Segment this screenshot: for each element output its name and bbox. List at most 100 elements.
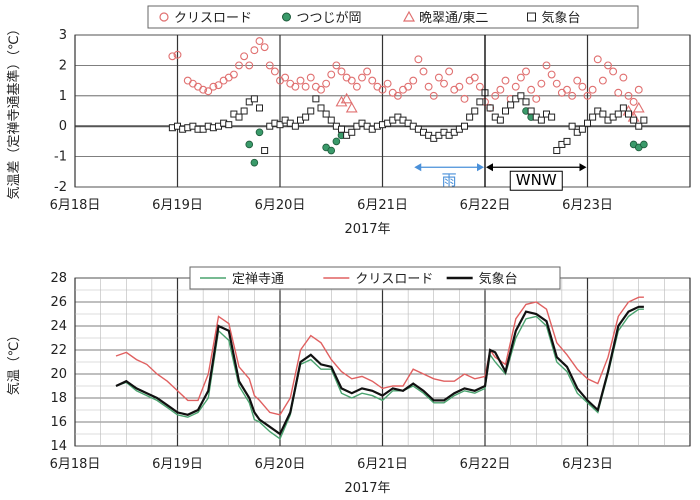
data-point — [634, 85, 643, 94]
y-tick-label: 18 — [50, 391, 67, 406]
data-point — [338, 125, 345, 133]
data-point — [563, 137, 571, 145]
data-point — [337, 67, 346, 76]
legend-swatch — [159, 12, 169, 22]
data-point — [322, 110, 330, 118]
data-point — [265, 61, 274, 70]
data-point — [173, 50, 182, 59]
x-tick-label: 6月22日 — [460, 198, 511, 213]
data-point — [199, 85, 208, 94]
data-point — [630, 116, 638, 124]
data-point — [332, 61, 341, 70]
y-tick-label: 26 — [50, 295, 67, 310]
data-point — [352, 82, 361, 91]
data-point — [335, 95, 348, 107]
data-point — [383, 79, 392, 88]
series-2 — [245, 107, 648, 167]
data-point — [235, 61, 243, 70]
annotation-arrow-right — [579, 163, 587, 172]
data-point — [261, 147, 269, 155]
data-point — [327, 146, 336, 155]
legend: クリスロード つつじが岡 晩翠通/東二 気象台 — [147, 5, 639, 29]
series-3 — [115, 305, 644, 436]
data-point — [317, 85, 325, 94]
data-point — [255, 37, 264, 46]
data-point — [345, 101, 358, 113]
x-tick-label: 6月18日 — [50, 198, 101, 213]
data-point — [552, 79, 561, 88]
data-point — [296, 76, 305, 85]
legend-label: 気象台 — [542, 10, 581, 26]
y-axis-title: 気温差（定禅寺通基準）（℃） — [6, 22, 22, 199]
data-point — [517, 92, 525, 100]
data-point — [548, 113, 556, 121]
data-point — [625, 110, 632, 118]
data-point — [414, 55, 423, 64]
data-point — [240, 52, 249, 61]
series-2 — [115, 296, 644, 416]
series-3 — [335, 92, 645, 122]
data-point — [270, 67, 279, 76]
data-point — [340, 92, 353, 104]
data-point — [229, 70, 238, 79]
data-point — [424, 82, 433, 91]
data-point — [409, 76, 418, 85]
y-tick-label: 20 — [50, 367, 67, 382]
y-tick-label: 24 — [50, 319, 67, 334]
series-line — [115, 308, 644, 440]
data-point — [532, 94, 541, 103]
data-point — [393, 91, 402, 100]
data-point — [348, 128, 356, 136]
data-point — [168, 52, 177, 61]
data-point — [632, 101, 645, 113]
y-tick-label: 2 — [59, 58, 67, 73]
chart-panel-2: 14 16 18 20 22 24 26 28 6月18日 6月19日 6月20日 6月21日 6月22… — [6, 266, 691, 496]
data-point — [322, 79, 331, 88]
data-point — [553, 147, 561, 155]
data-point — [240, 107, 248, 115]
data-point — [522, 67, 530, 76]
y-tick-label: 16 — [50, 415, 67, 430]
x-tick-label: 6月23日 — [562, 457, 613, 472]
data-point — [516, 73, 525, 82]
x-tick-label: 6月21日 — [357, 457, 408, 472]
data-point — [547, 70, 556, 79]
data-point — [491, 91, 500, 100]
data-point — [291, 82, 300, 91]
data-point — [604, 61, 612, 70]
data-point — [501, 76, 510, 85]
annotation-arrow-left — [414, 163, 422, 172]
y-tick-label: 3 — [59, 28, 67, 43]
data-point — [327, 70, 336, 79]
x-tick-label: 6月22日 — [460, 457, 511, 472]
data-point — [470, 73, 479, 82]
data-point — [332, 137, 341, 146]
legend-label: つつじが岡 — [297, 11, 362, 26]
data-point — [445, 67, 454, 76]
y-tick-label: 1 — [59, 89, 67, 104]
data-point — [317, 104, 325, 112]
data-point — [563, 85, 571, 94]
data-point — [245, 61, 254, 70]
legend-label: 気象台 — [479, 271, 518, 287]
data-point — [614, 110, 622, 118]
data-point — [276, 121, 284, 129]
y-tick-label: 22 — [50, 343, 67, 358]
series-line — [115, 296, 644, 416]
legend-swatch — [282, 12, 291, 22]
data-point — [568, 91, 577, 100]
data-point — [578, 82, 587, 91]
data-point — [455, 82, 464, 91]
data-point — [301, 82, 310, 91]
data-point — [209, 82, 218, 91]
legend-label: 晩翠通/東二 — [419, 10, 488, 26]
data-point — [537, 79, 546, 88]
legend-label: クリスロード — [174, 11, 252, 26]
legend: 定禅寺通 クリスロード 気象台 — [189, 266, 561, 290]
data-point — [568, 122, 576, 130]
y-tick-label: -2 — [54, 180, 67, 195]
y-axis-title: 気温（℃） — [6, 329, 22, 396]
data-point — [486, 104, 494, 112]
data-point — [614, 88, 623, 97]
data-point — [250, 158, 259, 167]
